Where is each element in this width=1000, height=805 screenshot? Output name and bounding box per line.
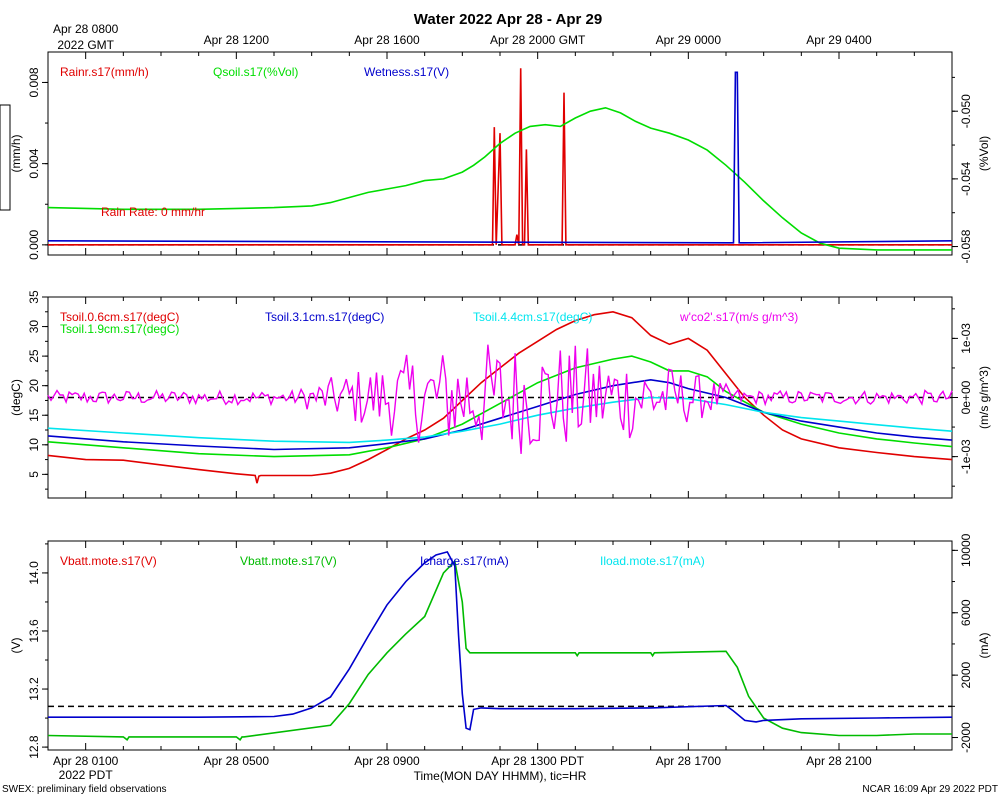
bottom-x-tick-label-year: 2022 PDT [59, 768, 114, 782]
y-left-tick-label: 13.6 [27, 619, 41, 643]
y-right-tick-label: 2000 [959, 661, 973, 688]
series-line-3 [47, 378, 953, 451]
bottom-x-tick-label: Apr 28 1700 [656, 754, 722, 768]
y-right-tick-label: -1e-03 [959, 439, 973, 474]
x-axis-label: Time(MON DAY HHMM), tic=HR [414, 769, 587, 783]
series-line-1 [48, 68, 952, 246]
series-line-2 [47, 355, 953, 458]
legend-label: Icharge.s17(mA) [420, 554, 509, 568]
panel-2: 5 10 15 20 25 30 35 (degC) -1e-03 0e+00 1e-03 (m/s … [9, 290, 991, 499]
y-left-tick-label: 30 [27, 320, 41, 334]
bottom-x-tick-label: Apr 28 2100 [806, 754, 872, 768]
y-left-tick-label: 25 [27, 349, 41, 363]
footer-right: NCAR 16:09 Apr 29 2022 PDT [862, 784, 998, 795]
y-right-tick-label: -0.058 [959, 229, 973, 263]
top-x-tick-label: Apr 28 1200 [204, 33, 270, 47]
series-line-4 [47, 396, 953, 444]
y-left-axis-label: (V) [9, 638, 23, 654]
y-left-tick-label: 0.008 [27, 67, 41, 97]
y-left-axis-label: (mm/h) [9, 135, 23, 173]
y-left-tick-label: 10 [27, 438, 41, 452]
y-right-tick-label: 6000 [959, 599, 973, 626]
y-right-tick-label: 0e+00 [959, 380, 973, 414]
legend-label: Vbatt.mote.s17(V) [60, 554, 157, 568]
bottom-x-tick-label: Apr 28 0900 [354, 754, 420, 768]
y-right-tick-label: -2000 [959, 722, 973, 753]
y-left-tick-label: 0.000 [27, 230, 41, 260]
series-line-3 [48, 550, 953, 731]
top-x-tick-label: Apr 29 0400 [806, 33, 872, 47]
panel-1: 0.000 0.004 0.008 (mm/h) -0.058 -0.054 -0.050 (… [9, 51, 991, 264]
y-right-axis-label: (mA) [977, 633, 991, 659]
legend-label: Wetness.s17(V) [364, 65, 449, 79]
y-left-tick-label: 20 [27, 379, 41, 393]
top-x-tick-label-year: 2022 GMT [57, 38, 114, 52]
series-line-3 [47, 71, 953, 244]
series-line-2 [47, 559, 952, 741]
legend-frame [0, 104, 11, 211]
legend-label: Tsoil.4.4cm.s17(degC) [473, 310, 592, 324]
y-right-axis-label: (%Vol) [977, 136, 991, 171]
legend-label: w'co2'.s17(m/s g/m^3) [679, 310, 798, 324]
y-left-tick-label: 12.8 [27, 735, 41, 759]
top-x-tick-label: Apr 28 2000 GMT [490, 33, 586, 47]
series-line-5 [47, 344, 953, 454]
y-left-tick-label: 13.2 [27, 677, 41, 701]
legend-label: Vbatt.mote.s17(V) [240, 554, 337, 568]
top-x-tick-label: Apr 28 1600 [354, 33, 420, 47]
legend-label: Qsoil.s17(%Vol) [213, 65, 298, 79]
legend-label: Iload.mote.s17(mA) [600, 554, 705, 568]
y-right-tick-label: 1e-03 [959, 323, 973, 354]
y-left-tick-label: 0.004 [27, 148, 41, 178]
y-left-tick-label: 14.0 [27, 561, 41, 585]
legend-label: Tsoil.1.9cm.s17(degC) [60, 322, 179, 336]
y-right-tick-label: -0.050 [959, 94, 973, 128]
y-left-tick-label: 35 [27, 290, 41, 304]
footer-left: SWEX: preliminary field observations [2, 784, 167, 795]
bottom-x-tick-label: Apr 28 0500 [204, 754, 270, 768]
bottom-x-tick-label: Apr 28 1300 PDT [491, 754, 584, 768]
y-right-tick-label: 10000 [959, 533, 973, 567]
top-x-tick-label: Apr 29 0000 [656, 33, 722, 47]
top-x-tick-label: Apr 28 0800 [53, 22, 119, 36]
y-left-axis-label: (degC) [9, 379, 23, 416]
y-right-axis-label: (m/s g/m^3) [977, 366, 991, 429]
y-left-tick-label: 5 [27, 471, 41, 478]
panel-3: 12.8 13.2 13.6 14.0 (V) -2000 2000 6000 10000 (mA… [9, 533, 991, 758]
legend-label: Tsoil.3.1cm.s17(degC) [265, 310, 384, 324]
legend-label: Rainr.s17(mm/h) [60, 65, 149, 79]
annotation-label: Rain Rate: 0 mm/hr [101, 205, 205, 219]
y-right-tick-label: -0.054 [959, 162, 973, 196]
bottom-x-tick-label: Apr 28 0100 [53, 754, 119, 768]
series-line-2 [47, 106, 952, 251]
legend-label: Tsoil.0.6cm.s17(degC) [60, 310, 179, 324]
y-left-tick-label: 15 [27, 408, 41, 422]
chart-title: Water 2022 Apr 28 - Apr 29 [414, 11, 602, 28]
